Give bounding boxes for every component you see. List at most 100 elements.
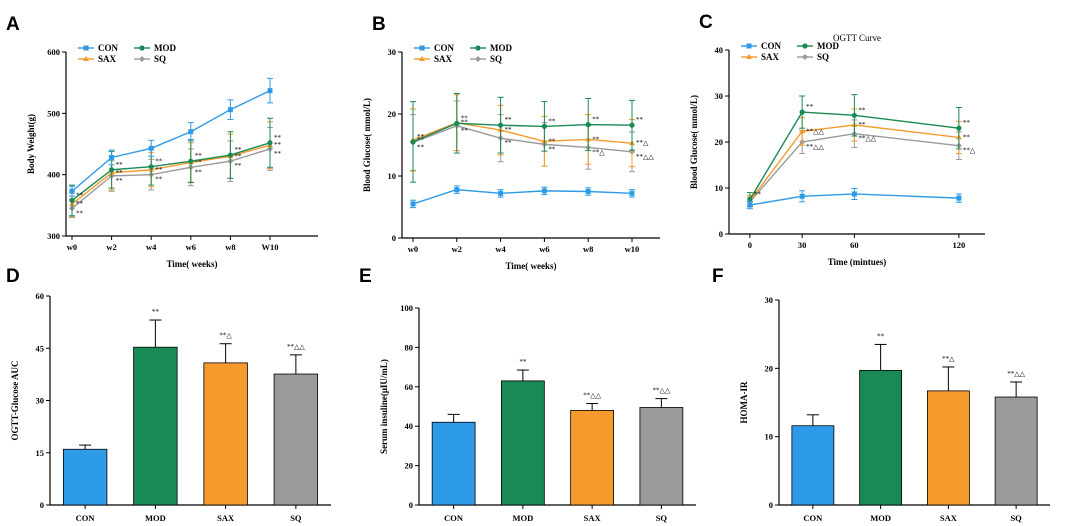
significance-label: ** <box>76 209 84 217</box>
x-tick-label: w8 <box>225 242 235 252</box>
x-axis-label: Time (mintues) <box>828 257 887 267</box>
data-point <box>227 107 233 113</box>
y-tick-label: 20 <box>405 461 414 471</box>
significance-label: ** <box>461 127 469 135</box>
x-tick-label: 120 <box>953 240 966 250</box>
significance-label: ** <box>858 121 866 129</box>
significance-label: ** <box>195 158 203 166</box>
y-axis-label: OGTT-Glucose AUC <box>10 361 20 441</box>
panel-label: E <box>359 266 372 287</box>
series-con <box>410 185 635 209</box>
data-point <box>454 187 460 193</box>
series-mod: ** ** ** ** <box>746 94 970 207</box>
y-tick-label: 0 <box>769 500 773 510</box>
legend-marker <box>802 43 808 49</box>
significance-label: ** <box>76 200 84 208</box>
x-axis-label: Time( weeks) <box>166 259 217 269</box>
significance-label: ** <box>155 158 163 166</box>
significance-label: ** <box>274 141 282 149</box>
legend-label-sax: SAX <box>761 52 780 62</box>
bar-group-sax: SAX **△ <box>203 332 248 523</box>
series-line <box>749 124 959 202</box>
data-point <box>109 167 115 173</box>
significance-label: ** <box>274 134 282 142</box>
legend-marker <box>139 45 145 51</box>
x-tick-label: SQ <box>1010 513 1022 523</box>
bar-group-sax: SAX **△ <box>926 355 970 523</box>
series-line <box>71 148 271 209</box>
significance-label: **△△ <box>652 387 670 395</box>
y-tick-label: 10 <box>765 432 774 442</box>
series-con <box>746 187 962 210</box>
data-point <box>498 122 504 128</box>
series-con <box>69 77 273 197</box>
series-line <box>412 121 633 144</box>
data-point <box>956 125 962 131</box>
y-tick-label: 0 <box>409 500 413 510</box>
y-axis-label: Serum insuline(μIU/mL) <box>379 359 389 454</box>
data-point <box>747 196 753 203</box>
legend-marker <box>802 54 808 60</box>
series-sax: **△△ ** ** <box>746 108 970 207</box>
data-point <box>454 120 460 126</box>
legend: CON MOD SAX SQ <box>414 43 512 64</box>
y-tick-label: 40 <box>715 45 724 55</box>
data-point <box>851 191 857 197</box>
series-line <box>749 193 959 206</box>
data-point <box>188 129 194 135</box>
significance-label: ** <box>195 168 203 176</box>
y-tick-label: 10 <box>715 183 724 193</box>
series-line <box>412 188 633 205</box>
series-mod: ************ <box>410 93 644 183</box>
series-line <box>412 125 633 153</box>
series-sq: **** ******** <box>69 126 282 219</box>
significance-label: ** <box>548 137 556 145</box>
x-tick-label: w0 <box>408 244 418 254</box>
significance-label: **△△ <box>583 392 601 400</box>
significance-label: ** <box>152 308 160 316</box>
significance-label: **△△ <box>287 343 305 351</box>
legend-marker <box>475 45 481 51</box>
significance-label: ** <box>116 177 124 185</box>
legend-marker <box>475 56 481 62</box>
x-tick-label: SQ <box>656 513 668 523</box>
y-tick-label: 20 <box>765 363 774 373</box>
x-tick-label: SAX <box>940 513 958 523</box>
data-point <box>227 152 233 158</box>
x-tick-label: MOD <box>512 513 533 523</box>
bar <box>639 407 684 506</box>
series-sax: ******** ** **△ <box>410 94 649 172</box>
panel-label: B <box>372 14 386 35</box>
bar-group-sq: SQ **△△ <box>994 370 1038 523</box>
significance-label: ** <box>858 106 866 114</box>
bar <box>62 448 108 506</box>
y-tick-label: 100 <box>400 303 413 313</box>
significance-label: ** <box>505 116 512 124</box>
bar-group-mod: MOD ** <box>133 308 178 523</box>
data-point <box>410 139 416 145</box>
series-line <box>749 133 959 203</box>
series-sq: **△△ **△△ **△ <box>746 119 976 207</box>
legend-marker <box>746 54 752 59</box>
significance-label: ** <box>461 114 469 122</box>
x-tick-label: w8 <box>583 244 593 254</box>
legend-label-sax: SAX <box>98 54 117 64</box>
data-point <box>956 195 962 201</box>
chart-title: OGTT Curve <box>833 33 881 43</box>
bar <box>431 421 476 506</box>
y-tick-label: 600 <box>47 47 60 57</box>
panel-label: A <box>6 14 20 35</box>
y-tick-label: 400 <box>47 170 60 180</box>
bar-group-con: CON <box>791 414 835 523</box>
y-tick-label: 500 <box>47 108 60 118</box>
legend-label-sq: SQ <box>154 54 166 64</box>
bar <box>570 410 614 506</box>
significance-label: ** <box>116 161 124 169</box>
significance-label: ** <box>274 150 282 158</box>
data-point <box>267 140 273 146</box>
x-tick-label: 30 <box>798 240 807 250</box>
x-tick-label: W10 <box>262 242 279 252</box>
significance-label: **△ <box>942 355 955 363</box>
panel-d: D 0 15 30 45 60 OGTT-Glucose AUC CON MOD ** SAX **△… <box>6 266 331 523</box>
series-line <box>71 142 271 201</box>
